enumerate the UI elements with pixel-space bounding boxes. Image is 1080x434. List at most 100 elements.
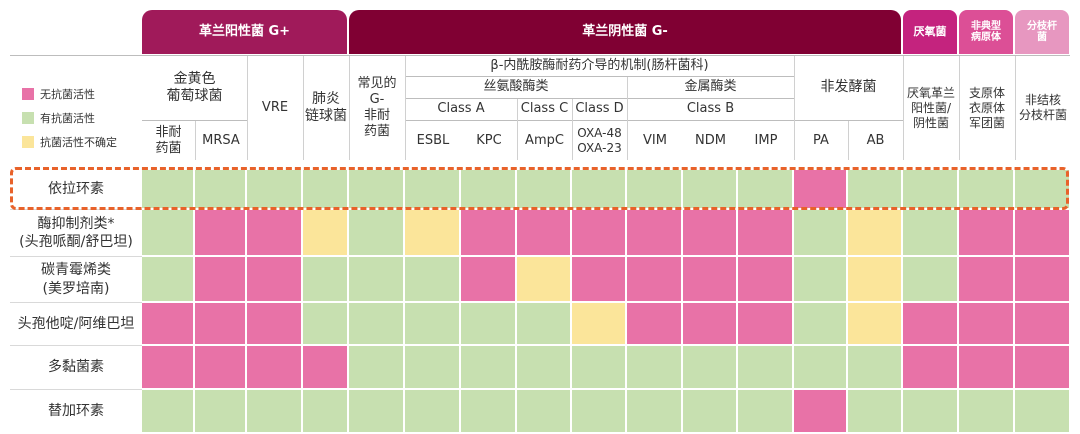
row-separator — [10, 256, 142, 257]
heatmap-cell — [195, 390, 247, 434]
mycobacteria-band: 分枝杆菌 — [1015, 10, 1069, 54]
legend-label-none: 无抗菌活性 — [40, 88, 95, 101]
header-vline — [405, 56, 406, 160]
heatmap-cell — [627, 210, 683, 257]
heatmap-cell — [349, 303, 405, 346]
heatmap-cell — [848, 390, 903, 434]
heatmap-cell — [683, 170, 738, 210]
atypical-band-label: 非典型病原体 — [971, 20, 1001, 44]
row-separator — [10, 389, 142, 390]
heatmap-cell — [195, 346, 247, 390]
heatmap-cell — [247, 210, 303, 257]
header-anaerobes: 厌氧革兰 阳性菌/ 阴性菌 — [906, 85, 955, 130]
heatmap-cell — [195, 170, 247, 210]
heatmap-cell — [794, 257, 848, 303]
heatmap-cell — [461, 257, 517, 303]
heatmap-cell — [247, 303, 303, 346]
legend-swatch-active — [22, 112, 34, 124]
heatmap-cell — [405, 210, 461, 257]
heatmap-cell — [517, 303, 572, 346]
legend: 无抗菌活性 有抗菌活性 抗菌活性不确定 — [22, 86, 142, 150]
header-mycobacteria: 非结核 分枝杆菌 — [1018, 93, 1067, 122]
heatmap-cell — [303, 210, 349, 257]
row-separator — [10, 302, 142, 303]
heatmap-cell — [1015, 257, 1071, 303]
header-class-d: Class D — [575, 101, 624, 117]
heatmap-cell — [959, 303, 1015, 346]
legend-label-active: 有抗菌活性 — [40, 112, 95, 125]
header-vline — [195, 121, 196, 160]
heatmap-cell — [627, 390, 683, 434]
heatmap-cell — [349, 346, 405, 390]
heatmap-cell — [303, 303, 349, 346]
header-line-class-row — [405, 120, 794, 121]
heatmap-cell — [738, 390, 794, 434]
heatmap-cell — [517, 346, 572, 390]
header-esbl: ESBL — [416, 132, 450, 148]
heatmap-cell — [517, 170, 572, 210]
heatmap-cell — [683, 303, 738, 346]
heatmap-cell — [572, 257, 627, 303]
header-common-gram-neg: 常见的 G- 非耐 药菌 — [357, 75, 397, 140]
heatmap-cell — [572, 210, 627, 257]
heatmap-cell — [903, 210, 959, 257]
heatmap-cell — [683, 257, 738, 303]
heatmap-cell — [794, 210, 848, 257]
gram-positive-band-label: 革兰阳性菌 G+ — [198, 23, 291, 39]
header-line-staph — [142, 120, 247, 121]
header-serine-enzymes: 丝氨酸酶类 — [483, 79, 549, 95]
heatmap-cell — [349, 210, 405, 257]
heatmap-cell — [405, 303, 461, 346]
heatmap-cell — [195, 210, 247, 257]
header-vline — [848, 121, 849, 160]
heatmap-cell — [683, 346, 738, 390]
legend-item-none: 无抗菌活性 — [22, 86, 142, 102]
header-beta-lactamase: β-内酰胺酶耐药介导的机制(肠杆菌科) — [490, 57, 709, 73]
header-vline — [349, 56, 350, 160]
atypical-band: 非典型病原体 — [959, 10, 1013, 54]
header-metallo-enzymes: 金属酶类 — [684, 79, 737, 95]
header-vline — [959, 56, 960, 160]
header-pa: PA — [813, 132, 829, 148]
heatmap-cell — [572, 303, 627, 346]
heatmap-cell — [959, 390, 1015, 434]
heatmap-cell — [461, 390, 517, 434]
row-separator — [10, 345, 142, 346]
header-non-resistant: 非耐 药菌 — [155, 124, 182, 156]
heatmap-cell — [247, 257, 303, 303]
mycobacteria-band-label: 分枝杆菌 — [1027, 20, 1057, 44]
header-nonfermenters: 非发酵菌 — [820, 79, 877, 96]
heatmap-cell — [1015, 170, 1071, 210]
heatmap-cell — [247, 170, 303, 210]
header-mrsa: MRSA — [202, 132, 240, 148]
heatmap-cell — [1015, 303, 1071, 346]
heatmap-cell — [349, 257, 405, 303]
heatmap-cell — [1015, 346, 1071, 390]
header-class-b: Class B — [686, 101, 735, 117]
heatmap-cell — [461, 346, 517, 390]
row-label: 多黏菌素 — [48, 359, 104, 376]
heatmap-cell — [848, 346, 903, 390]
anaerobe-band: 厌氧菌 — [903, 10, 957, 54]
heatmap-cell — [794, 346, 848, 390]
heatmap-cell — [848, 210, 903, 257]
legend-label-uncertain: 抗菌活性不确定 — [40, 136, 117, 149]
heatmap-cell — [517, 390, 572, 434]
heatmap-cell — [461, 210, 517, 257]
row-label: 替加环素 — [48, 403, 104, 420]
heatmap-cell — [848, 303, 903, 346]
heatmap-cell — [349, 170, 405, 210]
heatmap-cell — [959, 210, 1015, 257]
header-vline — [303, 56, 304, 160]
gram-positive-band: 革兰阳性菌 G+ — [142, 10, 347, 54]
heatmap-cell — [517, 257, 572, 303]
heatmap-cell — [1015, 210, 1071, 257]
heatmap-cell — [683, 390, 738, 434]
row-label: 碳青霉烯类 (美罗培南) — [41, 262, 111, 297]
header-line-serine — [405, 76, 794, 77]
header-vline — [247, 56, 248, 160]
heatmap-cell — [738, 210, 794, 257]
header-ndm: NDM — [695, 132, 726, 148]
heatmap-cell — [627, 346, 683, 390]
header-staph: 金黄色 葡萄球菌 — [166, 70, 223, 105]
